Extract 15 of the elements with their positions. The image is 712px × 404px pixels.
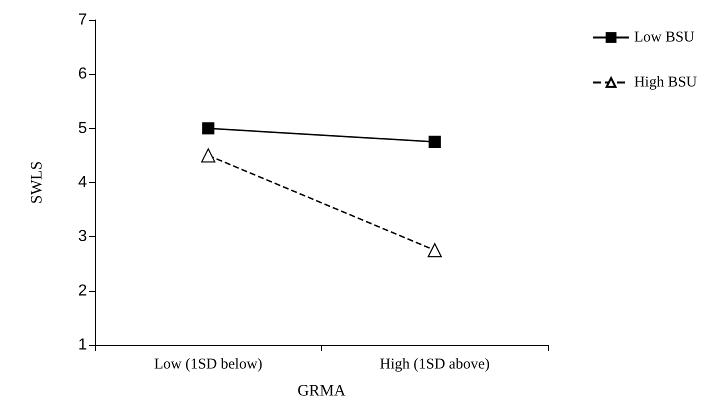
y-tick-label: 7 — [78, 12, 88, 28]
y-tick-label: 2 — [78, 282, 88, 300]
y-tick-label: 1 — [78, 336, 88, 354]
legend-label: Low BSU — [634, 30, 695, 46]
y-tick-label: 5 — [78, 120, 88, 137]
y-tick-label: 4 — [78, 174, 88, 191]
legend-label: High BSU — [634, 74, 698, 90]
y-tick-label: 6 — [78, 66, 88, 83]
x-tick-label: Low (1SD below) — [154, 356, 262, 372]
y-axis-title: SWLS — [28, 161, 46, 204]
point — [428, 136, 441, 148]
x-axis-title: GRMA — [297, 382, 346, 400]
x-tick-label: High (1SD above) — [380, 356, 490, 372]
y-tick-label: 3 — [78, 228, 88, 246]
point — [202, 122, 214, 134]
